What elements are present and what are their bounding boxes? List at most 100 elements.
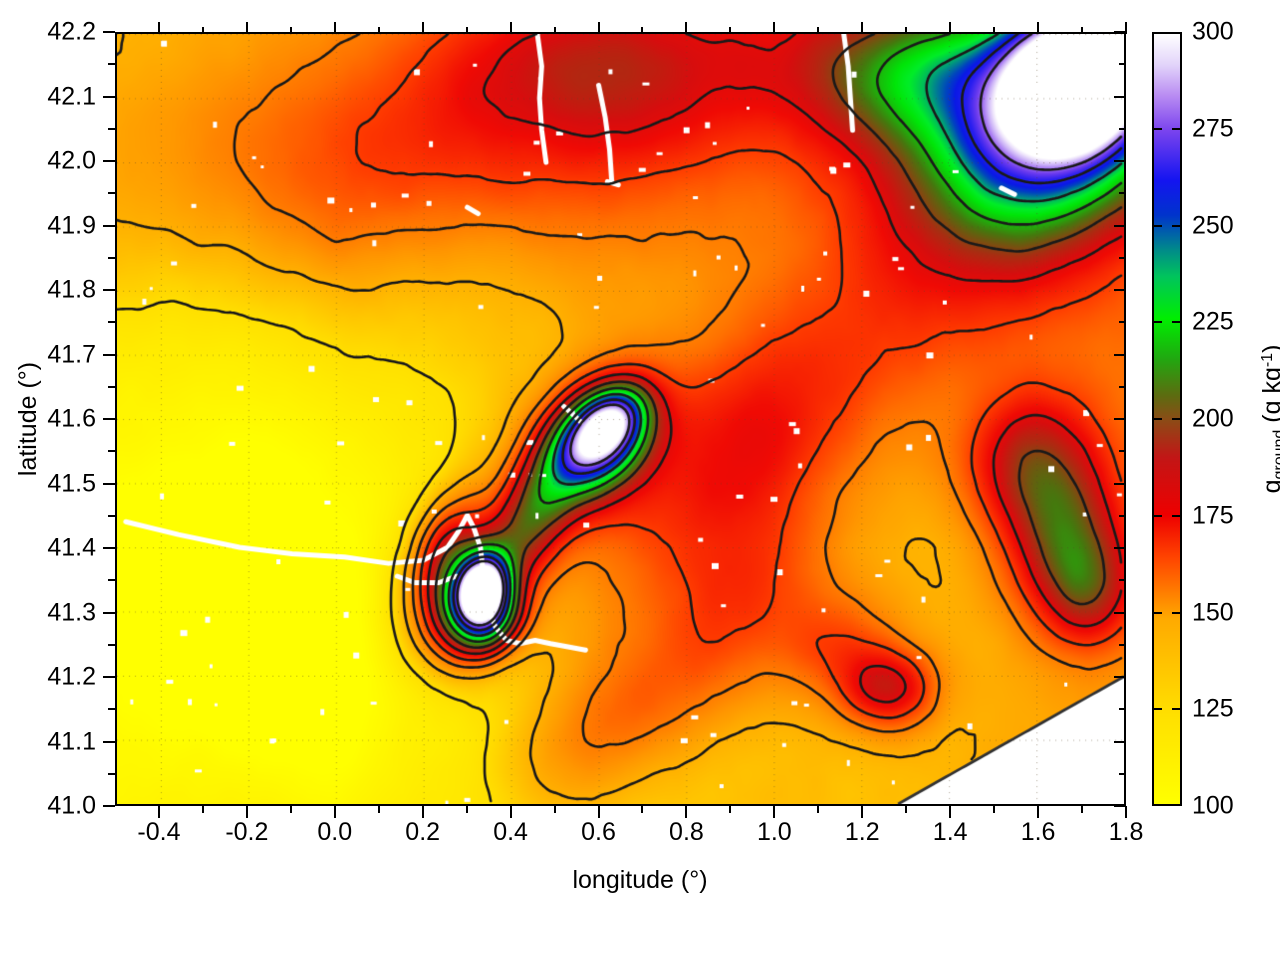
x-axis-tick-minor — [993, 806, 996, 813]
y-axis-tick-label: 42.2 — [47, 17, 96, 46]
y-axis-tick-major — [103, 740, 115, 743]
y-axis-tick-major-right — [1114, 740, 1126, 743]
y-axis-tick-major-right — [1114, 805, 1126, 807]
x-axis-tick-label: 1.4 — [932, 818, 968, 846]
y-axis-tick-major — [103, 160, 115, 162]
x-axis-tick-minor — [553, 806, 556, 813]
x-axis-tick-major-top — [245, 22, 248, 34]
colorbar-tick — [1152, 514, 1162, 517]
x-axis-tick-label: -0.4 — [137, 818, 181, 846]
y-axis-tick-major — [103, 805, 115, 807]
colorbar-title-exponent: -1 — [1259, 352, 1276, 368]
x-axis-tick-major-top — [1125, 22, 1127, 34]
x-axis-tick-major-top — [685, 22, 688, 34]
y-axis-tick-label: 42.0 — [47, 146, 96, 175]
x-axis-tick-minor — [289, 806, 292, 813]
y-axis-tick-major-right — [1114, 418, 1126, 420]
x-axis-tick-major — [685, 806, 688, 818]
x-axis-tick-label: -0.2 — [225, 818, 269, 846]
y-axis-tick-label: 41.7 — [47, 340, 96, 368]
x-axis-tick-label: 0.8 — [669, 818, 704, 846]
x-axis-tick-major — [1125, 806, 1127, 818]
y-axis-tick-major-right — [1114, 676, 1126, 678]
y-axis-tick-major-right — [1114, 31, 1126, 33]
x-axis-tick-minor-top — [201, 27, 204, 34]
x-axis-tick-major — [861, 806, 864, 818]
x-axis-tick-label: 1.8 — [1108, 818, 1144, 846]
y-axis-tick-major — [103, 224, 115, 227]
colorbar-title-units: (g kg — [1258, 367, 1280, 423]
x-axis-tick-minor-top — [641, 27, 644, 34]
y-axis-tick-major-right — [1114, 95, 1126, 98]
y-axis-tick-minor-right — [1119, 256, 1126, 259]
y-axis-tick-minor-right — [1119, 708, 1126, 711]
colorbar-tick — [1152, 611, 1162, 614]
y-axis-tick-minor — [108, 643, 115, 646]
x-axis-title: longitude (°) — [572, 866, 708, 894]
heatmap-canvas — [117, 34, 1124, 804]
y-axis-tick-minor-right — [1119, 579, 1126, 582]
y-axis-tick-minor-right — [1119, 63, 1126, 66]
colorbar-title: qground (g kg-1) — [1258, 345, 1280, 494]
colorbar-tick — [1152, 708, 1162, 711]
x-axis-tick-major — [333, 806, 336, 818]
colorbar-title-subscript: ground — [1271, 429, 1280, 480]
x-axis-tick-minor-top — [729, 27, 732, 34]
colorbar-tick-right — [1172, 127, 1182, 130]
x-axis-tick-label: 0.2 — [405, 818, 441, 846]
colorbar-tick-right — [1172, 321, 1182, 324]
x-axis-tick-label: 0.6 — [581, 818, 616, 846]
y-axis-tick-minor — [108, 579, 115, 582]
y-axis-tick-major-right — [1114, 547, 1126, 549]
y-axis-tick-minor — [108, 321, 115, 324]
x-axis-tick-major-top — [773, 22, 776, 34]
x-axis-tick-minor — [641, 806, 644, 813]
y-axis-tick-minor-right — [1119, 450, 1126, 453]
y-axis-tick-major — [103, 611, 115, 614]
y-axis-tick-minor — [108, 708, 115, 711]
y-axis-tick-minor — [108, 450, 115, 453]
x-axis-tick-label: 1.2 — [844, 818, 880, 846]
x-axis-tick-minor-top — [1081, 27, 1084, 34]
x-axis-tick-minor-top — [905, 27, 908, 34]
x-axis-tick-major-top — [509, 22, 512, 34]
y-axis-tick-major-right — [1114, 224, 1126, 227]
y-axis-tick-minor — [108, 256, 115, 259]
x-axis-tick-minor — [201, 806, 204, 813]
y-axis-tick-label: 41.5 — [47, 469, 96, 497]
y-axis-tick-minor-right — [1119, 514, 1126, 517]
x-axis-tick-major — [1037, 806, 1040, 818]
x-axis-tick-major — [421, 806, 424, 818]
colorbar-tick-label: 250 — [1192, 211, 1234, 239]
colorbar-tick-label: 100 — [1192, 791, 1234, 820]
x-axis-tick-label: 0.4 — [493, 818, 528, 846]
y-axis-tick-major — [103, 547, 115, 549]
y-axis-tick-major-right — [1114, 289, 1126, 291]
colorbar-tick-label: 275 — [1192, 114, 1234, 143]
x-axis-tick-major-top — [597, 22, 600, 34]
x-axis-tick-major — [157, 806, 160, 818]
colorbar-tick-label: 200 — [1192, 404, 1234, 433]
y-axis-tick-minor-right — [1119, 772, 1126, 775]
x-axis-tick-major-top — [861, 22, 864, 34]
x-axis-tick-major — [773, 806, 776, 818]
y-axis-tick-label: 41.8 — [47, 275, 96, 304]
x-axis-tick-minor — [817, 806, 820, 813]
colorbar-tick — [1152, 418, 1162, 420]
x-axis-tick-label: 1.6 — [1020, 818, 1056, 846]
y-axis-tick-label: 41.2 — [47, 662, 96, 691]
colorbar-tick-right — [1172, 708, 1182, 711]
x-axis-tick-minor — [1081, 806, 1084, 813]
x-axis-tick-major — [245, 806, 248, 818]
x-axis-tick-major — [949, 806, 952, 818]
y-axis-tick-major-right — [1114, 353, 1126, 356]
colorbar-tick-label: 150 — [1192, 598, 1234, 626]
y-axis-tick-major — [103, 353, 115, 356]
y-axis-tick-minor-right — [1119, 321, 1126, 324]
colorbar-tick-right — [1172, 224, 1182, 227]
colorbar-tick-label: 175 — [1192, 501, 1234, 530]
y-axis-tick-minor — [108, 772, 115, 775]
y-axis-tick-label: 41.1 — [47, 727, 96, 755]
x-axis-tick-major — [597, 806, 600, 818]
